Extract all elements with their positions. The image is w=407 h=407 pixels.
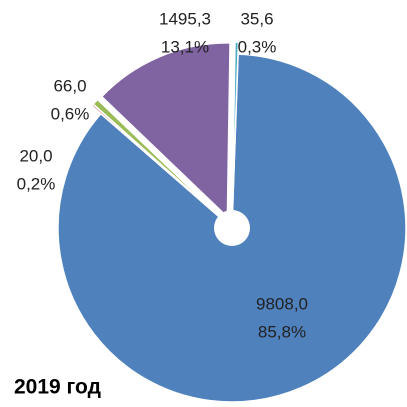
- percent-label: 0,2%: [17, 174, 56, 193]
- percent-label: 85,8%: [258, 322, 306, 341]
- pie-slice: [100, 42, 231, 219]
- pie-slice: [231, 41, 240, 217]
- center-hole: [214, 210, 250, 246]
- percent-label: 0,3%: [238, 37, 277, 56]
- pie-slice: [92, 98, 224, 221]
- value-label: 1495,3: [159, 9, 211, 28]
- value-label: 20,0: [19, 146, 52, 165]
- value-label: 66,0: [53, 76, 86, 95]
- value-label: 35,6: [240, 9, 273, 28]
- chart-title: 2019 год: [14, 376, 101, 399]
- percent-label: 0,6%: [51, 104, 90, 123]
- percent-label: 13,1%: [161, 37, 209, 56]
- value-label: 9808,0: [256, 294, 308, 313]
